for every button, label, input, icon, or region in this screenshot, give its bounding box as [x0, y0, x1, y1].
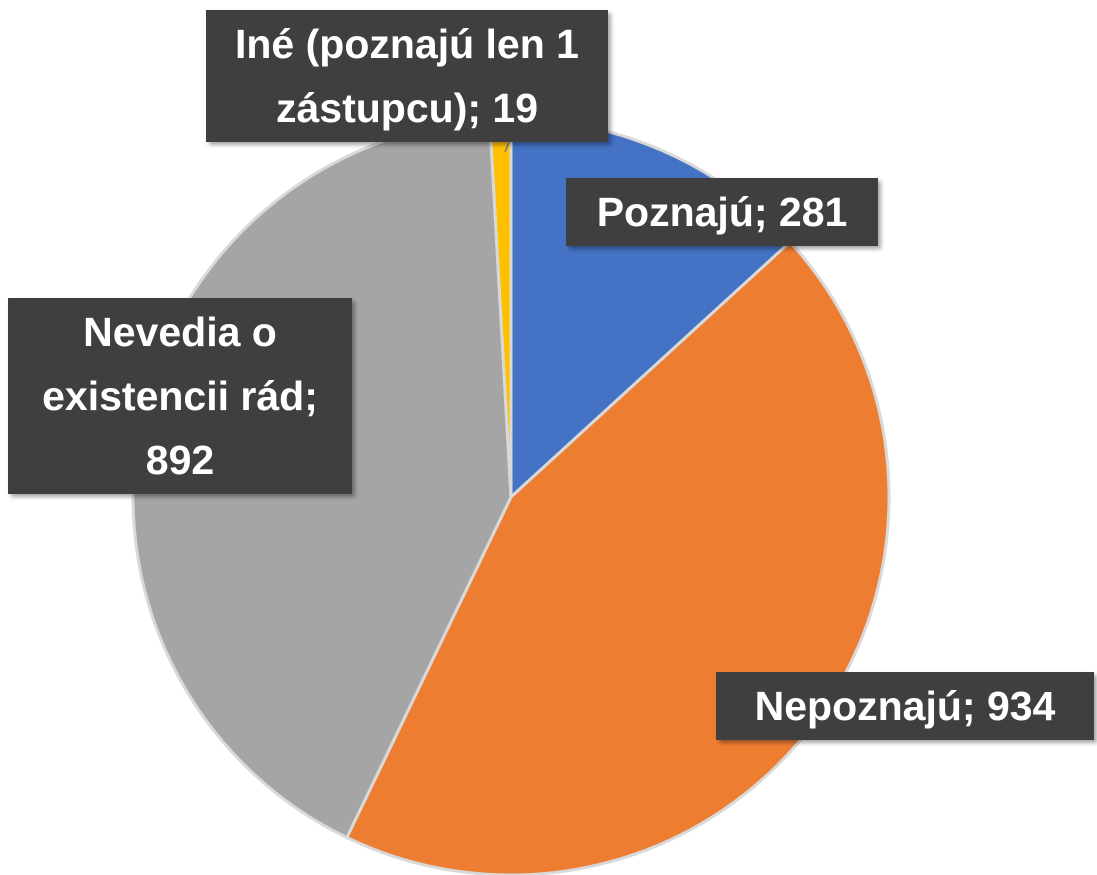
data-label: Poznajú; 281 — [566, 178, 878, 246]
data-label: Nevedia o existencii rád; 892 — [8, 298, 352, 494]
data-label: Nepoznajú; 934 — [716, 672, 1094, 740]
data-label: Iné (poznajú len 1 zástupcu); 19 — [206, 10, 608, 142]
leader-line — [504, 139, 511, 153]
